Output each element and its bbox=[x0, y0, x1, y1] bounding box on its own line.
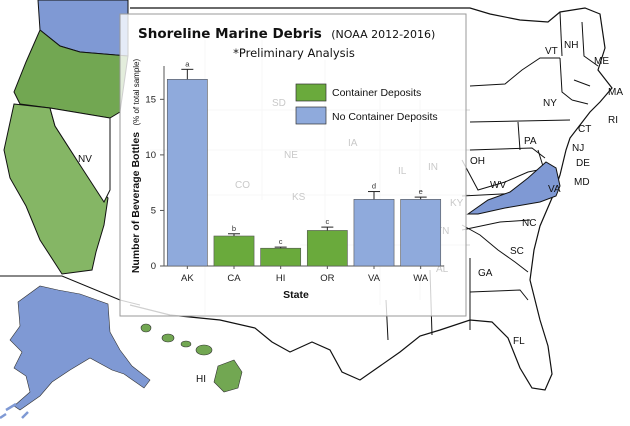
ghost-label-il: IL bbox=[398, 166, 407, 177]
significance-letter-va: d bbox=[372, 182, 376, 191]
chart-title: Shoreline Marine Debris bbox=[138, 26, 322, 42]
x-tick-label-ca: CA bbox=[227, 273, 241, 284]
label-fl: FL bbox=[513, 336, 525, 347]
label-sc: SC bbox=[510, 246, 524, 257]
bar-ak bbox=[166, 79, 208, 267]
ghost-label-ne: NE bbox=[284, 150, 298, 161]
legend-swatch-container-deposits bbox=[295, 83, 327, 102]
label-wv: WV bbox=[490, 180, 506, 191]
bars: a b c c d e bbox=[166, 59, 442, 267]
label-ma: MA bbox=[608, 87, 623, 98]
state-va bbox=[466, 161, 561, 215]
significance-letter-hi: c bbox=[279, 237, 283, 246]
chart-legend: Container Deposits No Container Deposits bbox=[295, 83, 438, 125]
y-axis-title-suffix: (% of total sample) bbox=[132, 58, 141, 125]
us-outline bbox=[129, 7, 613, 391]
bar-va bbox=[353, 199, 395, 267]
legend-label-container-deposits: Container Deposits bbox=[332, 87, 421, 99]
label-va: VA bbox=[548, 184, 561, 195]
ghost-label-sd: SD bbox=[272, 98, 286, 109]
x-tick-label-va: VA bbox=[368, 273, 381, 284]
x-axis-title: State bbox=[283, 289, 309, 301]
ak-islands bbox=[0, 402, 29, 420]
label-pa: PA bbox=[524, 136, 537, 147]
label-ga: GA bbox=[478, 268, 493, 279]
label-ct: CT bbox=[578, 124, 591, 135]
bar-ca bbox=[213, 235, 255, 267]
label-me: ME bbox=[594, 56, 609, 67]
label-nv: NV bbox=[78, 154, 92, 165]
chart-title-suffix: (NOAA 2012-2016) bbox=[331, 28, 435, 41]
ghost-state-labels: SD NE KS CO IA IL IN KY TN AL bbox=[235, 98, 464, 275]
y-tick-label: 5 bbox=[151, 205, 156, 216]
label-nc: NC bbox=[522, 218, 536, 229]
state-ak bbox=[9, 285, 151, 411]
x-ticks: AK CA HI OR VA WA bbox=[181, 266, 429, 284]
state-labels: ME NH VT MA RI CT NY PA NJ DE MD OH WV V… bbox=[78, 40, 623, 385]
ghost-label-in: IN bbox=[428, 162, 438, 173]
y-axis-title-main: Number of Beverage Bottles bbox=[130, 132, 142, 273]
bar-or bbox=[306, 230, 348, 267]
ghost-label-al: AL bbox=[436, 264, 449, 275]
label-nh: NH bbox=[564, 40, 578, 51]
label-nj: NJ bbox=[572, 143, 584, 154]
x-tick-label-hi: HI bbox=[276, 273, 286, 284]
ghost-label-ks: KS bbox=[292, 192, 306, 203]
x-tick-label-wa: WA bbox=[413, 273, 429, 284]
label-md: MD bbox=[574, 177, 590, 188]
state-nv bbox=[49, 107, 111, 204]
significance-letter-or: c bbox=[325, 217, 329, 226]
label-oh: OH bbox=[470, 156, 485, 167]
ghost-label-ia: IA bbox=[348, 138, 358, 149]
label-ri: RI bbox=[608, 115, 618, 126]
state-hi bbox=[140, 323, 243, 393]
y-ticks: 0 5 10 15 bbox=[145, 94, 164, 272]
ghost-label-tn: TN bbox=[436, 226, 449, 237]
significance-letter-wa: e bbox=[419, 187, 423, 196]
bar-wa bbox=[400, 199, 442, 267]
legend-swatch-no-container-deposits bbox=[295, 106, 327, 125]
y-tick-label: 10 bbox=[145, 150, 156, 161]
label-de: DE bbox=[576, 158, 590, 169]
bar-hi bbox=[260, 247, 302, 267]
legend-label-no-container-deposits: No Container Deposits bbox=[332, 111, 438, 123]
significance-letter-ca: b bbox=[232, 224, 236, 233]
y-tick-label: 0 bbox=[151, 261, 156, 272]
chart-title-line: Shoreline Marine Debris (NOAA 2012-2016) bbox=[138, 25, 435, 42]
y-axis-title: Number of Beverage Bottles (% of total s… bbox=[126, 58, 143, 273]
chart-subtitle: *Preliminary Analysis bbox=[233, 46, 355, 60]
ghost-label-co: CO bbox=[235, 180, 250, 191]
y-tick-label: 15 bbox=[145, 94, 156, 105]
ghost-label-ky: KY bbox=[450, 198, 464, 209]
x-tick-label-ak: AK bbox=[181, 273, 194, 284]
label-ny: NY bbox=[543, 98, 557, 109]
label-hi: HI bbox=[196, 374, 206, 385]
significance-letter-ak: a bbox=[185, 59, 190, 68]
x-tick-label-or: OR bbox=[320, 273, 334, 284]
label-vt: VT bbox=[545, 46, 558, 57]
